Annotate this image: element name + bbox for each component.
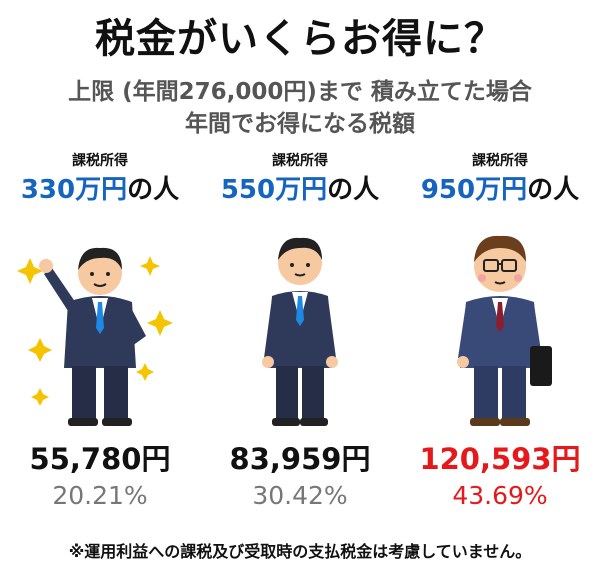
- subtitle-line-1: 上限 (年間276,000円)まで 積み立てた場合: [68, 79, 532, 105]
- footnote: ※運用利益への課税及び受取時の支払税金は考慮していません。: [68, 542, 532, 561]
- income-amount: 330万円: [20, 175, 128, 205]
- page-title: 税金がいくらお得に？: [95, 16, 505, 62]
- income-label: 課税所得: [472, 153, 528, 169]
- income-header-950: 課税所得 950万円の人: [400, 150, 600, 208]
- subtitle: 上限 (年間276,000円)まで 積み立てた場合 年間でお得になる税額: [0, 76, 600, 140]
- income-suffix: の人: [127, 175, 180, 205]
- saving-amount-950: 120,593円: [419, 442, 581, 476]
- tax-rate-330: 20.21%: [52, 481, 148, 510]
- income-line: 950万円の人: [400, 172, 600, 208]
- income-header-330: 課税所得 330万円の人: [0, 150, 200, 208]
- standing-man-icon: [200, 218, 400, 428]
- income-amount: 550万円: [220, 175, 328, 205]
- income-amount: 950万円: [420, 175, 528, 205]
- cheering-man-icon: [0, 218, 200, 428]
- income-suffix: の人: [327, 175, 380, 205]
- income-label: 課税所得: [72, 153, 128, 169]
- glasses-man-icon: [400, 218, 600, 428]
- tax-rate-550: 30.42%: [252, 481, 348, 510]
- saving-amount-550: 83,959円: [229, 442, 371, 476]
- income-line: 330万円の人: [0, 172, 200, 208]
- income-label: 課税所得: [272, 153, 328, 169]
- income-line: 550万円の人: [200, 172, 400, 208]
- tax-rate-950: 43.69%: [452, 481, 548, 510]
- sparkle-icons: [17, 256, 173, 406]
- saving-amount-330: 55,780円: [29, 442, 171, 476]
- income-header-550: 課税所得 550万円の人: [200, 150, 400, 208]
- subtitle-line-2: 年間でお得になる税額: [185, 111, 415, 137]
- income-suffix: の人: [527, 175, 580, 205]
